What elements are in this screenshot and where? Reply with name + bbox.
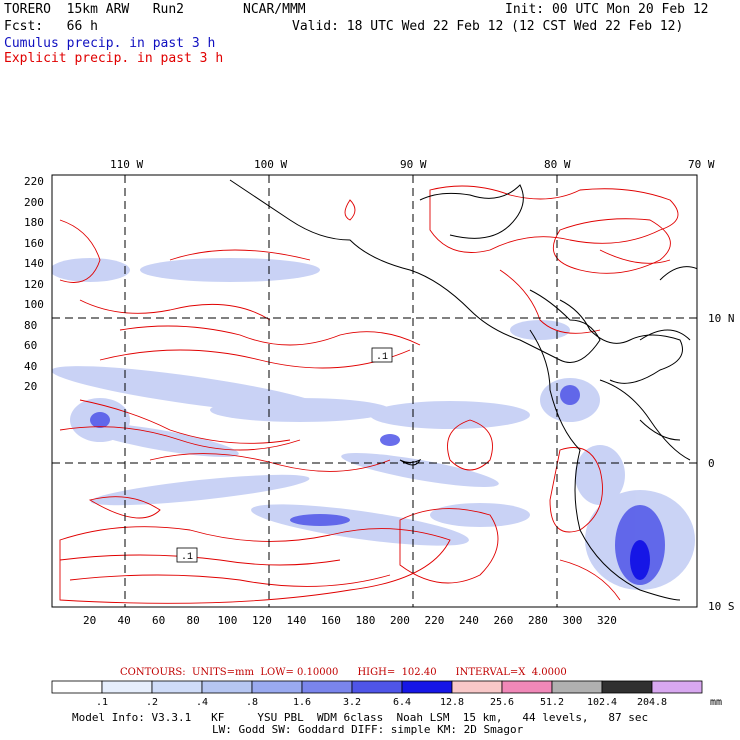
x-tick-label: 220 — [424, 614, 445, 627]
colorbar-swatch — [251, 680, 303, 694]
colorbar-swatch — [201, 680, 253, 694]
contours-info: CONTOURS: UNITS=mm LOW= 0.10000 HIGH= 10… — [120, 667, 567, 678]
x-tick-label: 20 — [83, 614, 97, 627]
explicit-precip-contours — [59, 185, 679, 604]
contour-label: .1 — [376, 352, 388, 363]
colorbar-label: 51.2 — [539, 697, 565, 708]
forecast-hour: Fcst: 66 h — [4, 19, 98, 34]
y-tick-label: 40 — [24, 359, 38, 373]
colorbar-label: .1 — [95, 697, 109, 708]
model-title: TORERO 15km ARW Run2 — [4, 2, 185, 17]
lat-label: 10 N — [708, 312, 735, 325]
x-tick-label: 100 — [217, 614, 238, 627]
contour-label: .1 — [181, 552, 193, 563]
colorbar-label: 102.4 — [586, 697, 618, 708]
colorbar-swatch — [401, 680, 453, 694]
y-tick-label: 60 — [24, 339, 38, 352]
y-tick-label: 20 — [24, 380, 38, 393]
x-tick-label: 140 — [286, 614, 307, 627]
y-tick-label: 140 — [24, 257, 44, 270]
colorbar-label: 3.2 — [342, 697, 362, 708]
inline-contour-labels: .1 .1 — [176, 347, 393, 563]
colorbar-label: 1.6 — [292, 697, 312, 708]
cumulus-legend: Cumulus precip. in past 3 h — [4, 36, 216, 51]
x-tick-label: 240 — [459, 614, 479, 627]
map-frame — [51, 174, 698, 608]
colorbar-swatch — [601, 680, 653, 694]
lat-lon-grid — [52, 175, 697, 607]
colorbar-swatch — [101, 680, 153, 694]
model-physics: LW: Godd SW: Goddard DIFF: simple KM: 2D… — [212, 723, 524, 736]
y-tick-label: 180 — [24, 216, 44, 229]
colorbar-label: 6.4 — [392, 697, 412, 708]
colorbar-units: mm — [710, 697, 723, 708]
colorbar-label: 25.6 — [489, 697, 515, 708]
valid-time: Valid: 18 UTC Wed 22 Feb 12 (12 CST Wed … — [292, 19, 684, 34]
colorbar-swatch — [551, 680, 603, 694]
colorbar-swatch — [351, 680, 403, 694]
lon-label: 90 W — [400, 158, 427, 171]
x-tick-label: 300 — [562, 614, 583, 627]
init-time: Init: 00 UTC Mon 20 Feb 12 — [505, 2, 709, 17]
x-tick-label: 280 — [528, 614, 548, 627]
y-tick-label: 80 — [24, 318, 38, 332]
colorbar-label: .8 — [245, 697, 259, 708]
y-tick-label: 100 — [24, 298, 44, 311]
cumulus-precip-shading — [52, 258, 695, 590]
colorbar-label: 12.8 — [439, 697, 465, 708]
colorbar-swatch — [51, 680, 103, 694]
x-tick-label: 40 — [117, 614, 131, 627]
lon-label: 100 W — [254, 158, 288, 171]
colorbar — [51, 680, 703, 694]
coastlines — [229, 179, 697, 601]
lon-label: 80 W — [544, 158, 571, 171]
x-tick-label: 320 — [597, 614, 617, 627]
x-tick-label: 120 — [252, 614, 272, 627]
x-tick-label: 260 — [493, 614, 514, 627]
y-tick-label: 200 — [24, 195, 44, 209]
lon-label: 70 W — [688, 158, 715, 171]
colorbar-label: 204.8 — [636, 697, 668, 708]
colorbar-swatch — [451, 680, 503, 694]
colorbar-swatch — [151, 680, 203, 694]
y-tick-label: 160 — [24, 236, 44, 250]
x-tick-label: 200 — [390, 614, 410, 627]
x-tick-label: 160 — [321, 614, 341, 627]
colorbar-swatch — [301, 680, 353, 694]
colorbar-swatch — [501, 680, 553, 694]
x-tick-label: 180 — [355, 614, 376, 627]
x-tick-label: 60 — [152, 614, 166, 627]
colorbar-label: .2 — [145, 697, 159, 708]
model-info: Model Info: V3.3.1 KF YSU PBL WDM 6class… — [72, 711, 649, 724]
org-label: NCAR/MMM — [243, 2, 306, 17]
explicit-legend: Explicit precip. in past 3 h — [4, 51, 224, 66]
y-tick-label: 220 — [24, 175, 44, 188]
lat-label: 10 S — [708, 600, 735, 613]
colorbar-label: .4 — [195, 697, 209, 708]
y-tick-label: 120 — [24, 277, 44, 291]
lon-label: 110 W — [110, 158, 144, 171]
x-tick-label: 80 — [186, 614, 200, 627]
lat-label: 0 — [708, 457, 715, 470]
colorbar-swatch — [651, 680, 703, 694]
